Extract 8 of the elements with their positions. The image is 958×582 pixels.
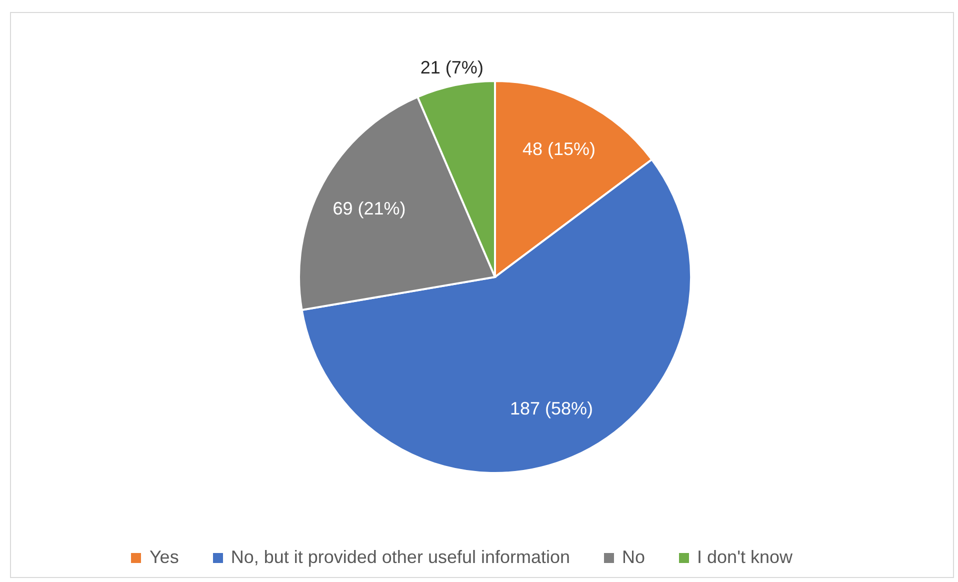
data-label: 69 (21%) xyxy=(332,198,406,219)
legend-label: I don't know xyxy=(697,547,793,568)
data-label: 187 (58%) xyxy=(510,398,594,418)
legend-label: Yes xyxy=(149,547,179,568)
data-label: 48 (15%) xyxy=(522,139,596,160)
legend-label: No, but it provided other useful information xyxy=(230,547,570,568)
data-label: 21 (7%) xyxy=(420,58,484,78)
legend-label: No xyxy=(622,547,646,568)
